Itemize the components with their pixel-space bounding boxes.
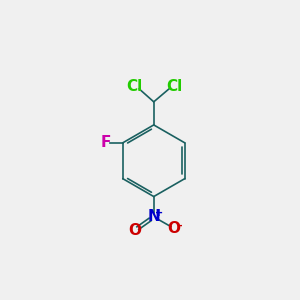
Text: O: O [168, 221, 181, 236]
Text: O: O [128, 223, 141, 238]
Text: Cl: Cl [166, 79, 182, 94]
Text: F: F [100, 135, 111, 150]
Text: -: - [178, 221, 182, 231]
Text: Cl: Cl [126, 79, 142, 94]
Text: +: + [155, 208, 163, 218]
Text: N: N [147, 209, 160, 224]
